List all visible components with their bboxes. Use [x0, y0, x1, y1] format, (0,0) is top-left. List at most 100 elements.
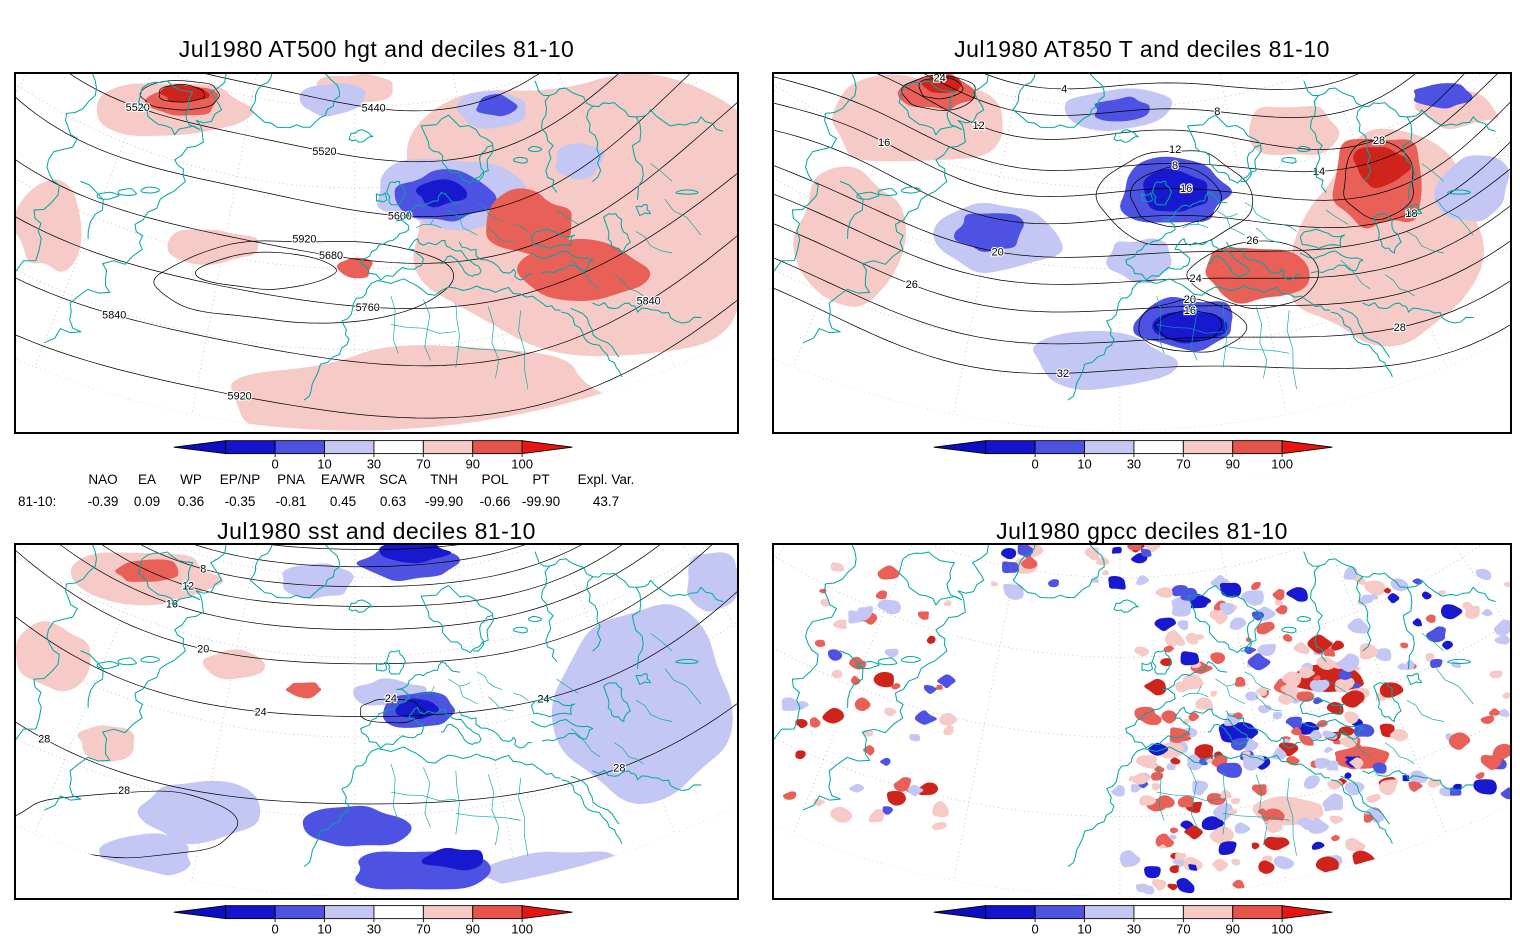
svg-text:28: 28 — [1373, 135, 1385, 147]
svg-text:28: 28 — [118, 785, 130, 797]
svg-text:90: 90 — [1225, 456, 1239, 471]
svg-text:8: 8 — [1214, 106, 1220, 118]
tc-value-cell: 0.09 — [133, 494, 161, 509]
svg-text:100: 100 — [1271, 921, 1293, 936]
svg-text:8: 8 — [1172, 160, 1178, 172]
svg-text:12: 12 — [182, 581, 194, 593]
svg-text:28: 28 — [38, 734, 50, 746]
svg-text:32: 32 — [1057, 368, 1069, 380]
tc-header-cell: PT — [532, 472, 550, 487]
svg-text:5760: 5760 — [356, 302, 380, 314]
svg-text:24: 24 — [538, 694, 550, 706]
map-panel-at500: 5440 5520 5520 5600 5680 5760 5840 5840 5920 5920 — [14, 72, 739, 434]
svg-text:30: 30 — [367, 456, 381, 471]
tc-header-cell: EP/NP — [219, 472, 261, 487]
tc-value-cell: -99.90 — [521, 494, 561, 509]
svg-text:24: 24 — [933, 74, 945, 84]
panel-title-sst: Jul1980 sst and deciles 81-10 — [217, 518, 536, 544]
map-panel-gpcc — [772, 543, 1512, 900]
svg-text:10: 10 — [1077, 456, 1091, 471]
map-gpcc-precip — [774, 545, 1510, 897]
svg-text:16: 16 — [166, 598, 178, 610]
tc-value-cell: -0.35 — [224, 494, 256, 509]
svg-text:24: 24 — [255, 706, 267, 718]
panel-title-gpcc: Jul1980 gpcc deciles 81-10 — [996, 518, 1288, 544]
decile-colorbar-at850: 0 10 30 70 90 100 — [933, 440, 1333, 471]
svg-text:70: 70 — [416, 456, 430, 471]
svg-text:5680: 5680 — [319, 250, 343, 262]
svg-text:70: 70 — [416, 921, 430, 936]
tc-header-cell: Expl. Var. — [577, 472, 635, 487]
svg-text:0: 0 — [272, 921, 279, 936]
svg-text:28: 28 — [613, 763, 625, 775]
tc-value-cell: 0.63 — [379, 494, 407, 509]
tc-header-cell: NAO — [88, 472, 118, 487]
svg-text:8: 8 — [200, 564, 206, 576]
svg-text:20: 20 — [197, 644, 209, 656]
svg-text:90: 90 — [1225, 921, 1239, 936]
svg-text:4: 4 — [1061, 84, 1067, 96]
tc-header-cell: EA/WR — [320, 472, 366, 487]
svg-text:5440: 5440 — [362, 103, 386, 115]
decile-colorbar-gpcc: 0 10 30 70 90 100 — [933, 905, 1333, 936]
map-panel-sst: 8 12 16 20 24 24 28 28 28 24 — [14, 543, 739, 900]
svg-text:100: 100 — [1271, 456, 1293, 471]
svg-text:90: 90 — [465, 921, 479, 936]
tc-header-cell: PNA — [277, 472, 305, 487]
svg-text:10: 10 — [1077, 921, 1091, 936]
svg-text:12: 12 — [1169, 144, 1181, 156]
tc-value-cell: -0.66 — [479, 494, 511, 509]
svg-text:5840: 5840 — [102, 309, 126, 321]
panel-title-at850: Jul1980 AT850 T and deciles 81-10 — [954, 36, 1330, 62]
svg-text:24: 24 — [385, 693, 397, 705]
tc-value-cell: -99.90 — [424, 494, 464, 509]
tc-header-cell: TNH — [430, 472, 458, 487]
decile-colorbar-at500: 0 10 30 70 90 100 — [173, 440, 573, 471]
teleconnection-value-row: 81-10: -0.39 0.09 0.36 -0.35 -0.81 0.45 0.63 -99… — [18, 494, 648, 509]
tc-header-cell: EA — [137, 472, 156, 487]
tc-value-cell: 81-10: — [18, 494, 57, 509]
tc-value-cell: -0.39 — [87, 494, 119, 509]
svg-text:5920: 5920 — [292, 233, 316, 245]
svg-text:26: 26 — [906, 279, 918, 291]
svg-text:5600: 5600 — [388, 210, 412, 222]
map-sst: 8 12 16 20 24 24 28 28 28 24 — [16, 545, 737, 897]
svg-text:14: 14 — [1313, 166, 1325, 178]
svg-text:16: 16 — [878, 137, 890, 149]
svg-text:30: 30 — [367, 921, 381, 936]
svg-text:12: 12 — [973, 120, 985, 132]
svg-text:30: 30 — [1127, 456, 1141, 471]
tc-header-cell: WP — [180, 472, 202, 487]
svg-text:0: 0 — [1032, 921, 1039, 936]
svg-text:100: 100 — [511, 456, 533, 471]
map-at500-hgt: 5440 5520 5520 5600 5680 5760 5840 5840 5920 5920 — [16, 74, 737, 431]
panel-title-at500: Jul1980 AT500 hgt and deciles 81-10 — [178, 36, 575, 62]
svg-text:20: 20 — [992, 247, 1004, 259]
svg-text:24: 24 — [1189, 273, 1201, 285]
svg-text:70: 70 — [1176, 456, 1190, 471]
svg-text:16: 16 — [1180, 183, 1192, 195]
svg-text:10: 10 — [317, 921, 331, 936]
svg-text:5840: 5840 — [637, 295, 661, 307]
tc-header-cell — [18, 472, 80, 487]
svg-text:26: 26 — [1246, 235, 1258, 247]
tc-value-cell: -0.81 — [275, 494, 307, 509]
teleconnection-header-row: NAO EA WP EP/NP PNA EA/WR SCA TNH POL PT Expl. Var… — [18, 472, 648, 487]
decile-colorbar-sst: 0 10 30 70 90 100 — [173, 905, 573, 936]
svg-text:0: 0 — [272, 456, 279, 471]
svg-text:28: 28 — [1394, 322, 1406, 334]
tc-header-cell: POL — [481, 472, 509, 487]
svg-text:5520: 5520 — [126, 102, 150, 114]
svg-text:100: 100 — [511, 921, 533, 936]
svg-text:90: 90 — [465, 456, 479, 471]
svg-text:5520: 5520 — [312, 146, 336, 158]
svg-text:0: 0 — [1032, 456, 1039, 471]
svg-text:18: 18 — [1405, 208, 1417, 220]
svg-text:16: 16 — [1184, 305, 1196, 317]
map-panel-at850: 4 8 12 14 16 16 18 20 24 26 28 32 12 8 26 28 20 16 20 24 — [772, 72, 1512, 434]
svg-text:30: 30 — [1127, 921, 1141, 936]
tc-value-cell: 0.45 — [329, 494, 357, 509]
svg-text:5920: 5920 — [228, 391, 252, 403]
